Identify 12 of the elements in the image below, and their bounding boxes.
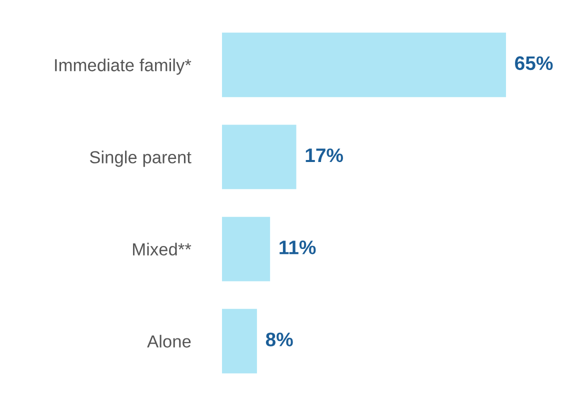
- data-label: 11%: [280, 240, 316, 254]
- data-label: 17%: [306, 148, 344, 162]
- y-tick-label: Immediate family*: [55, 58, 192, 75]
- bar: [222, 124, 296, 190]
- y-tick-label: Single parent: [90, 150, 192, 167]
- bar: [222, 216, 270, 282]
- data-label: 65%: [515, 56, 553, 70]
- y-tick-label: Alone: [147, 334, 191, 348]
- y-tick-label: Mixed**: [133, 242, 192, 256]
- data-label: 8%: [266, 332, 293, 346]
- bar: [222, 308, 257, 374]
- bar: [222, 32, 506, 98]
